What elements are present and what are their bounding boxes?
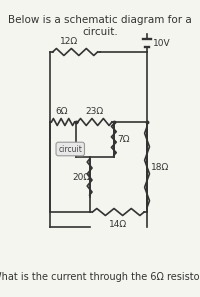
Text: 23Ω: 23Ω [86, 107, 104, 116]
Text: 20Ω: 20Ω [72, 173, 90, 181]
Text: 6Ω: 6Ω [55, 107, 68, 116]
Text: 12Ω: 12Ω [60, 37, 78, 46]
Text: 14Ω: 14Ω [109, 220, 127, 229]
Text: What is the current through the 6Ω resistor?: What is the current through the 6Ω resis… [0, 272, 200, 282]
Text: circuit: circuit [58, 145, 82, 154]
Text: Below is a schematic diagram for a circuit.: Below is a schematic diagram for a circu… [8, 15, 192, 37]
Text: 7Ω: 7Ω [117, 135, 130, 143]
Text: 10V: 10V [153, 39, 170, 48]
Text: 18Ω: 18Ω [151, 162, 169, 171]
